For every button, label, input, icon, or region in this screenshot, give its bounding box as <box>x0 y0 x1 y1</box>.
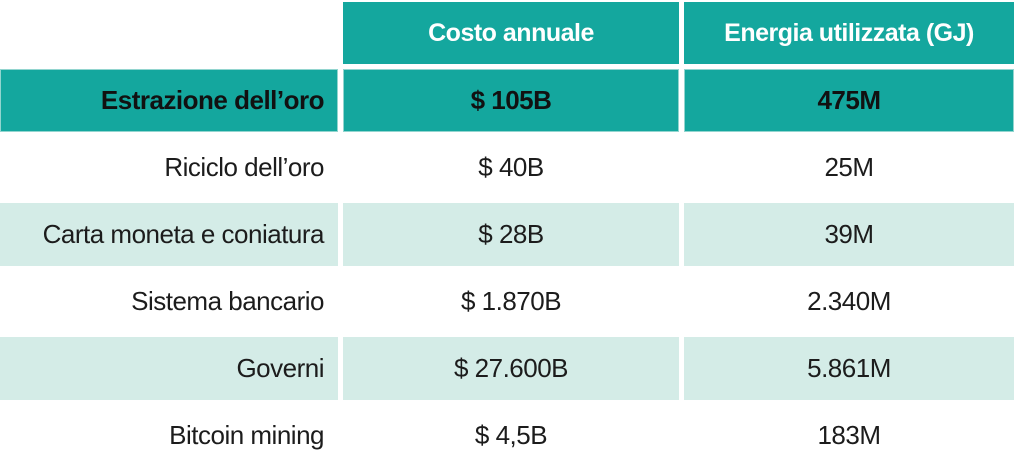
row-energy-value: 5.861M <box>684 337 1014 400</box>
row-label: Carta moneta e coniatura <box>0 203 338 266</box>
header-costo-annuale: Costo annuale <box>343 2 679 64</box>
header-empty-corner <box>0 2 338 64</box>
row-cost-value: $ 1.870B <box>343 270 679 333</box>
row-label: Sistema bancario <box>0 270 338 333</box>
row-label: Estrazione dell’oro <box>0 69 338 132</box>
row-energy-value: 2.340M <box>684 270 1014 333</box>
row-energy-value: 475M <box>684 69 1014 132</box>
row-label: Bitcoin mining <box>0 404 338 467</box>
header-energia-utilizzata: Energia utilizzata (GJ) <box>684 2 1014 64</box>
row-cost-value: $ 28B <box>343 203 679 266</box>
row-energy-value: 183M <box>684 404 1014 467</box>
row-label: Riciclo dell’oro <box>0 136 338 199</box>
row-energy-value: 25M <box>684 136 1014 199</box>
row-cost-value: $ 27.600B <box>343 337 679 400</box>
row-cost-value: $ 40B <box>343 136 679 199</box>
row-label: Governi <box>0 337 338 400</box>
row-energy-value: 39M <box>684 203 1014 266</box>
row-cost-value: $ 105B <box>343 69 679 132</box>
row-cost-value: $ 4,5B <box>343 404 679 467</box>
